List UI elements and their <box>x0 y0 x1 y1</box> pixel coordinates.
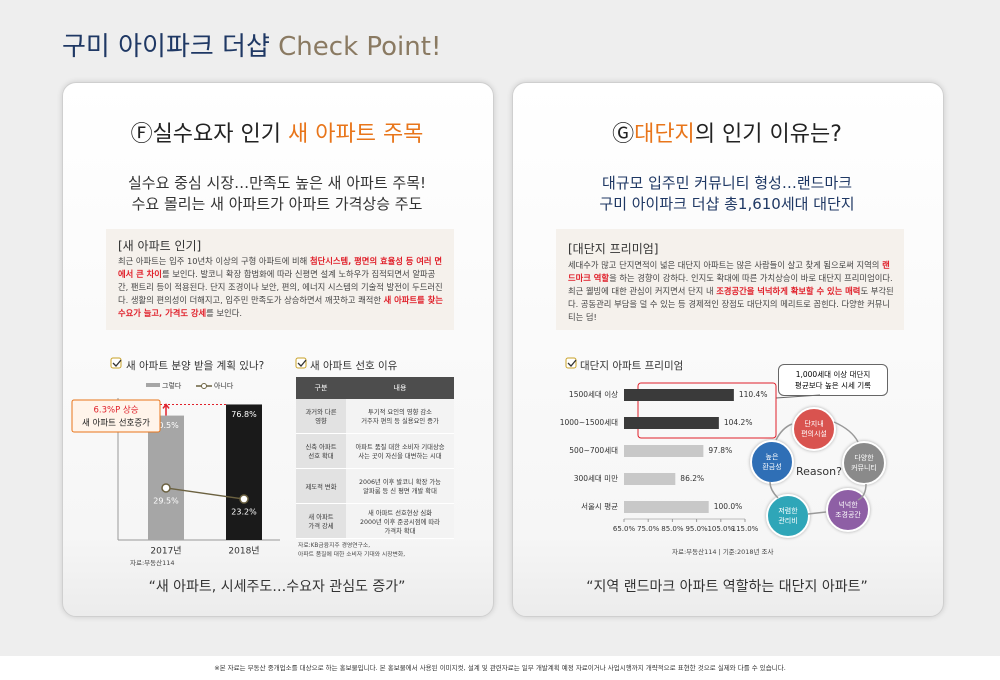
panel-subtitle: 대규모 입주민 커뮤니티 형성…랜드마크 <box>601 174 853 192</box>
text-segment: 도 부각된다. 공동관리 부담을 덜 수 있는 등 경제적인 장점도 대단지의 … <box>568 286 894 322</box>
chart-source: 자료:부동산114 | 기준:2018년 조사 <box>672 548 774 556</box>
text-segment: 최근 아파트는 입주 10년차 이상의 구형 아파트에 비해 <box>118 256 310 266</box>
text-segment: 새 아파트 주목 <box>288 122 424 147</box>
text-segment: 을 하는 경향이 강하다. 인지도 확대에 따른 가치상승이 바로 대단지 프리… <box>568 273 893 296</box>
table-cell: 신축 아파트 선호 확대 <box>296 433 346 469</box>
table-source: 자료:KB금융지주 경영연구소, 아파트 품질에 대한 소비자 기대와 시장변화… <box>298 543 406 558</box>
text-segment: 대단지 <box>634 122 695 147</box>
panel-subtitle: 구미 아이파크 더샵 총1,610세대 대단지 <box>599 195 855 213</box>
diagram-center: Reason? <box>796 465 842 478</box>
table-row: 과거와 다른 영향 투기적 요인의 영향 감소 거주자 편의 등 실용요인 증가 <box>296 399 454 434</box>
diagram-node: 높은 환금성 <box>750 440 794 484</box>
text-box <box>106 229 454 330</box>
text-segment: 의 인기 이유는? <box>694 122 842 147</box>
chart-title: 새 아파트 분양 받을 계획 있나? <box>126 360 265 372</box>
quote: “지역 랜드마크 아파트 역할하는 대단지 아파트” <box>586 579 868 595</box>
quote: “새 아파트, 시세주도…수요자 관심도 증가” <box>148 579 406 595</box>
table-cell: 새 아파트 선호현상 심화 2000년 이후 준공시점에 따라 가격차 확대 <box>346 503 454 539</box>
table-cell: 아파트 품질 대한 소비자 기대상승 사는 곳이 자신을 대변하는 시대 <box>346 433 454 469</box>
text-segment: 를 보인다. 발코니 확장 합법화에 따라 신평면 설계 노하우가 집적되면서 … <box>118 269 443 305</box>
text-segment: 구미 아이파크 더샵 <box>62 32 279 62</box>
text-segment: 조경공간을 넉넉하게 확보할 수 있는 매력 <box>716 286 861 296</box>
text-segment: Check Point! <box>278 32 442 62</box>
text-segment: Ⓕ실수요자 인기 <box>130 122 288 147</box>
footer-band <box>0 656 1000 680</box>
box-text: 세대수가 많고 단지면적이 넓은 대단지 아파트는 많은 사람들이 살고 찾게 … <box>568 259 894 324</box>
table-row: 제도적 변화 2006년 이후 발코니 확장 가능 알파룸 등 신 평면 개발 확… <box>296 468 454 504</box>
diagram-node: 저렴한 관리비 <box>766 494 810 538</box>
header-cell: 내용 <box>346 377 454 399</box>
table-cell: 과거와 다른 영향 <box>296 399 346 434</box>
text-segment: 를 보인다. <box>206 308 242 318</box>
table-cell: 투기적 요인의 영향 감소 거주자 편의 등 실용요인 증가 <box>346 399 454 434</box>
panel-subtitle: 수요 몰리는 새 아파트가 아파트 가격상승 주도 <box>131 195 423 213</box>
table-cell: 제도적 변화 <box>296 468 346 504</box>
table-row: 새 아파트 가격 강세 새 아파트 선호현상 심화 2000년 이후 준공시점에 … <box>296 503 454 539</box>
text-box <box>556 229 904 330</box>
table-row: 신축 아파트 선호 확대 아파트 품질 대한 소비자 기대상승 사는 곳이 자신을… <box>296 433 454 469</box>
diagram-node: 넉넉한 조경공간 <box>826 488 870 532</box>
panel-heading: Ⓕ실수요자 인기 새 아파트 주목 <box>62 116 492 148</box>
table-header: 구분 내용 <box>296 377 454 399</box>
diagram-node: 다양한 커뮤니티 <box>842 441 886 485</box>
table-cell: 2006년 이후 발코니 확장 가능 알파룸 등 신 평면 개발 확대 <box>346 468 454 504</box>
header-cell: 구분 <box>296 377 346 399</box>
text-segment: 첨단시스템, 평면의 효율성 등 여러 면에서 큰 차이 <box>118 256 443 279</box>
box-title: [대단지 프리미엄] <box>568 242 659 256</box>
callout: 1,000세대 이상 대단지 평균보다 높은 시세 기록 <box>778 364 888 396</box>
table-cell: 새 아파트 가격 강세 <box>296 503 346 539</box>
text-segment: 새 아파트를 찾는 수요가 늘고, 가격도 강세 <box>118 295 443 318</box>
table-title: 새 아파트 선호 이유 <box>310 360 398 372</box>
text-segment: Ⓖ <box>612 122 635 147</box>
text-segment: 세대수가 많고 단지면적이 넓은 대단지 아파트는 많은 사람들이 살고 찾게 … <box>568 260 883 270</box>
box-title: [새 아파트 인기] <box>118 239 202 253</box>
footnote: ※본 자료는 부동산 중개업소를 대상으로 하는 홍보물입니다. 본 홍보물에서… <box>214 664 786 672</box>
text-segment: 랜드마크 역할 <box>568 260 890 283</box>
diagram-node: 단지내 편의시설 <box>792 407 836 451</box>
panel <box>512 82 944 617</box>
panel-heading: Ⓖ대단지의 인기 이유는? <box>512 116 942 148</box>
table: 구분 내용 과거와 다른 영향 투기적 요인의 영향 감소 거주자 편의 등 실용요인… <box>296 377 454 539</box>
chart-title: 대단지 아파트 프리미엄 <box>580 360 684 372</box>
title: 구미 아이파크 더샵 Check Point! <box>62 26 441 63</box>
panel-subtitle: 실수요 중심 시장…만족도 높은 새 아파트 주목! <box>127 174 427 192</box>
box-text: 최근 아파트는 입주 10년차 이상의 구형 아파트에 비해 첨단시스템, 평면… <box>118 255 444 320</box>
